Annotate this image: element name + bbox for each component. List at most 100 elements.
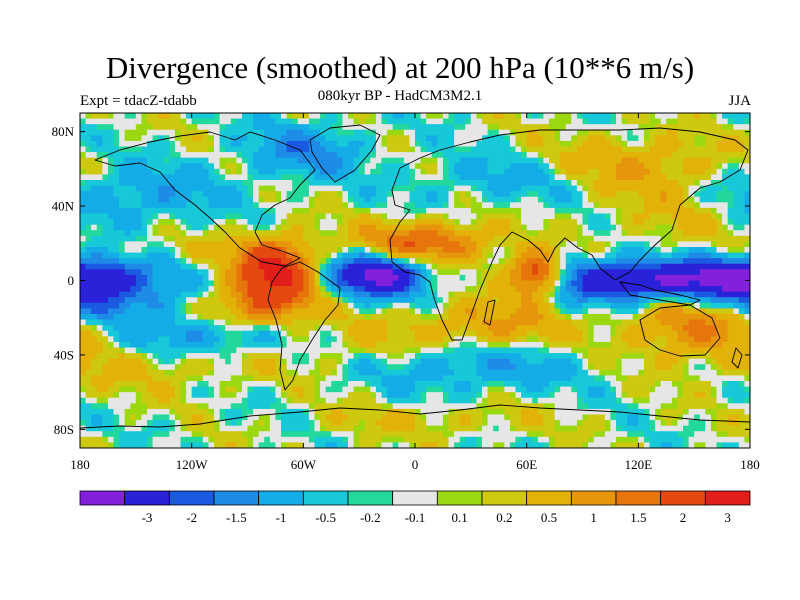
field-cell: [588, 163, 595, 170]
field-cell: [169, 247, 176, 254]
field-cell: [470, 308, 478, 315]
field-cell: [476, 291, 483, 298]
field-cell: [269, 157, 277, 164]
field-cell: [442, 336, 450, 343]
field-cell: [359, 341, 366, 349]
field-cell: [504, 124, 511, 131]
field-cell: [599, 247, 606, 254]
field-cell: [269, 235, 277, 243]
field-cell: [415, 314, 422, 321]
field-cell: [102, 252, 109, 259]
field-cell: [638, 252, 645, 259]
field-cell: [225, 247, 232, 254]
field-cell: [241, 174, 249, 181]
field-cell: [107, 140, 115, 148]
field-cell: [454, 113, 461, 120]
field-cell: [191, 280, 198, 287]
field-cell: [241, 213, 249, 220]
field-cell: [403, 185, 411, 192]
field-cell: [610, 247, 617, 254]
field-cell: [258, 152, 265, 159]
field-cell: [683, 319, 690, 326]
field-cell: [588, 185, 595, 192]
field-cell: [705, 185, 712, 192]
field-cell: [716, 319, 723, 326]
field-cell: [219, 213, 226, 220]
field-cell: [409, 202, 416, 209]
field-cell: [509, 146, 517, 153]
field-cell: [616, 168, 623, 176]
field-cell: [576, 118, 584, 125]
field-cell: [509, 269, 517, 276]
field-cell: [716, 286, 723, 293]
field-cell: [325, 213, 332, 220]
field-cell: [431, 247, 438, 254]
field-cell: [683, 269, 690, 276]
field-cell: [186, 152, 193, 159]
field-cell: [655, 113, 662, 120]
field-cell: [147, 247, 154, 254]
field-cell: [398, 157, 405, 164]
field-cell: [649, 314, 656, 321]
field-cell: [147, 230, 154, 237]
field-cell: [303, 247, 310, 254]
field-cell: [331, 325, 338, 332]
field-cell: [694, 286, 701, 293]
field-cell: [688, 152, 695, 159]
field-cell: [671, 330, 679, 337]
field-cell: [571, 291, 578, 298]
field-cell: [532, 308, 539, 315]
field-cell: [515, 196, 522, 203]
field-cell: [292, 129, 299, 136]
field-cell: [398, 319, 405, 326]
field-cell: [403, 124, 411, 131]
field-cell: [141, 286, 148, 293]
field-cell: [493, 224, 500, 231]
field-cell: [643, 191, 651, 198]
field-cell: [643, 118, 651, 125]
field-cell: [152, 191, 159, 198]
field-cell: [593, 314, 600, 321]
field-cell: [102, 124, 109, 131]
field-cell: [470, 336, 478, 343]
field-cell: [660, 207, 667, 215]
field-cell: [437, 247, 444, 254]
field-cell: [163, 286, 170, 293]
field-cell: [610, 330, 617, 337]
field-cell: [638, 274, 645, 282]
field-cell: [392, 196, 399, 203]
field-cell: [526, 146, 533, 153]
field-cell: [604, 336, 612, 343]
field-cell: [554, 319, 561, 326]
field-cell: [353, 213, 360, 220]
field-cell: [616, 135, 623, 142]
field-cell: [493, 196, 500, 203]
field-cell: [470, 235, 478, 243]
field-cell: [314, 224, 321, 231]
field-cell: [147, 274, 154, 282]
field-cell: [409, 286, 416, 293]
field-cell: [348, 330, 355, 337]
field-cell: [253, 140, 260, 148]
field-cell: [426, 213, 433, 220]
field-cell: [241, 219, 249, 226]
field-cell: [627, 247, 634, 254]
field-cell: [107, 258, 115, 265]
field-cell: [420, 146, 427, 153]
field-cell: [420, 152, 427, 159]
field-cell: [119, 302, 126, 310]
field-cell: [158, 196, 165, 203]
field-cell: [459, 286, 466, 293]
field-cell: [387, 230, 394, 237]
field-cell: [526, 247, 533, 254]
field-cell: [348, 157, 355, 164]
field-cell: [649, 291, 656, 298]
field-cell: [124, 219, 131, 226]
field-cell: [610, 319, 617, 326]
field-cell: [498, 174, 505, 181]
field-cell: [454, 291, 461, 298]
field-cell: [599, 263, 606, 270]
field-cell: [214, 336, 221, 343]
field-cell: [113, 258, 120, 265]
field-cell: [325, 135, 332, 142]
